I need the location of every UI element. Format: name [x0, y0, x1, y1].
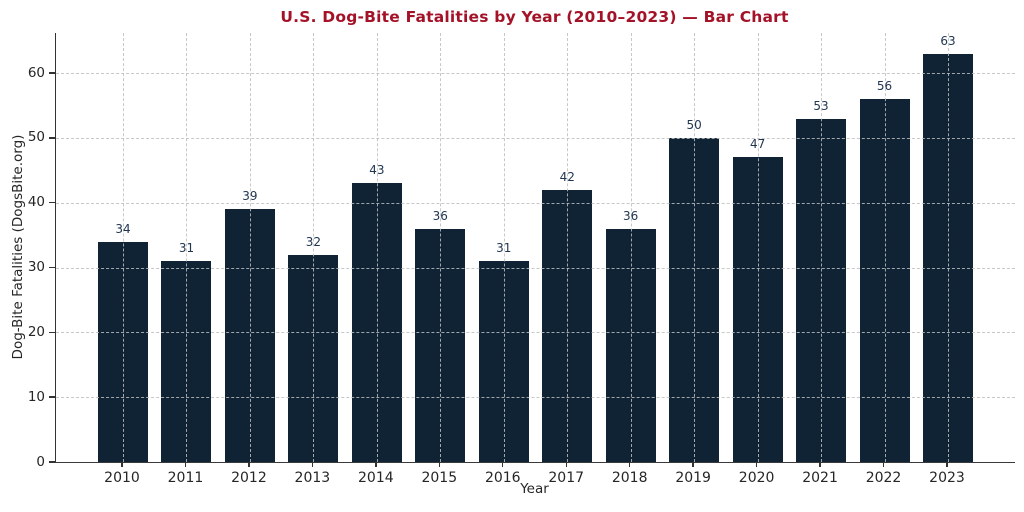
x-tick-mark	[946, 462, 948, 467]
bar-value-label: 50	[686, 117, 702, 132]
x-tick-mark	[819, 462, 821, 467]
bar-value-label: 32	[305, 234, 322, 249]
y-tick-label: 10	[27, 388, 45, 405]
x-tick-label: 2011	[167, 470, 204, 486]
y-tick-mark	[49, 266, 55, 269]
bar-value-label: 39	[242, 189, 258, 204]
x-tick-label: 2015	[421, 470, 458, 486]
y-tick-mark	[49, 461, 55, 463]
x-tick-label: 2016	[484, 470, 521, 486]
y-tick-mark	[49, 72, 55, 74]
chart-title: U.S. Dog-Bite Fatalities by Year (2010–2…	[280, 8, 789, 26]
bar-value-label: 42	[559, 169, 575, 184]
v-gridline-2013	[313, 33, 315, 462]
x-tick-label: 2017	[548, 470, 585, 486]
h-gridline-60	[56, 73, 1015, 75]
h-gridline-30	[56, 267, 1015, 269]
v-gridline-2020	[757, 33, 759, 462]
y-tick-mark	[49, 331, 55, 334]
x-tick-label: 2020	[738, 470, 775, 486]
y-tick-label: 20	[27, 323, 45, 340]
x-tick-label: 2023	[929, 470, 965, 486]
x-tick-label: 2013	[294, 470, 331, 486]
y-tick-label: 60	[27, 64, 45, 81]
x-tick-label: 2012	[231, 470, 267, 486]
x-tick-mark	[628, 462, 631, 467]
y-tick-label: 0	[36, 453, 45, 470]
x-tick-label: 2019	[675, 470, 711, 486]
x-tick-mark	[375, 462, 377, 467]
v-gridline-2011	[186, 33, 188, 462]
v-gridline-2018	[630, 33, 632, 462]
v-gridline-2021	[821, 33, 823, 462]
v-gridline-2023	[948, 33, 949, 462]
x-tick-mark	[502, 462, 504, 467]
y-tick-mark	[49, 202, 55, 204]
x-tick-mark	[882, 462, 885, 467]
x-tick-label: 2010	[104, 470, 140, 486]
x-tick-label: 2014	[358, 470, 394, 486]
x-tick-mark	[692, 462, 694, 467]
x-tick-mark	[311, 462, 314, 467]
y-tick-mark	[49, 137, 55, 139]
h-gridline-50	[56, 137, 1015, 139]
bar-value-label: 31	[178, 241, 195, 256]
y-tick-label: 40	[27, 194, 45, 211]
x-tick-mark	[755, 462, 758, 467]
bar-value-label: 63	[940, 33, 956, 48]
y-tick-label: 50	[27, 129, 45, 146]
h-gridline-40	[56, 202, 1015, 204]
x-tick-mark	[121, 462, 123, 467]
v-gridline-2017	[567, 33, 569, 462]
h-gridline-20	[56, 332, 1015, 334]
x-tick-label: 2018	[611, 470, 648, 486]
plot-area: 34 31 39 32 43 36 31 42 36 50 47 53 56 63	[55, 33, 1015, 463]
x-tick-label: 2021	[802, 470, 838, 486]
x-tick-mark	[184, 462, 187, 467]
x-tick-mark	[438, 462, 440, 467]
bar-value-label: 47	[749, 137, 766, 152]
x-axis-label: Year	[520, 481, 549, 497]
v-gridline-2019	[694, 33, 696, 462]
bar-value-label: 31	[496, 241, 512, 256]
v-gridline-2016	[503, 33, 505, 462]
x-tick-mark	[565, 462, 567, 467]
v-gridline-2014	[376, 33, 378, 462]
bar-value-label: 53	[813, 98, 829, 113]
h-gridline-10	[56, 397, 1015, 399]
bar-value-label: 36	[623, 208, 639, 223]
bar-value-label: 56	[876, 79, 893, 94]
x-tick-label: 2022	[865, 470, 902, 486]
bar-value-label: 36	[432, 208, 448, 223]
v-gridline-2010	[123, 33, 124, 462]
bar-value-label: 34	[115, 221, 131, 236]
y-tick-label: 30	[27, 259, 45, 276]
v-gridline-2012	[249, 33, 251, 462]
bar-value-label: 43	[369, 163, 385, 178]
v-gridline-2015	[440, 33, 442, 462]
x-tick-mark	[248, 462, 250, 467]
y-tick-mark	[49, 396, 55, 398]
v-gridline-2022	[884, 33, 886, 462]
